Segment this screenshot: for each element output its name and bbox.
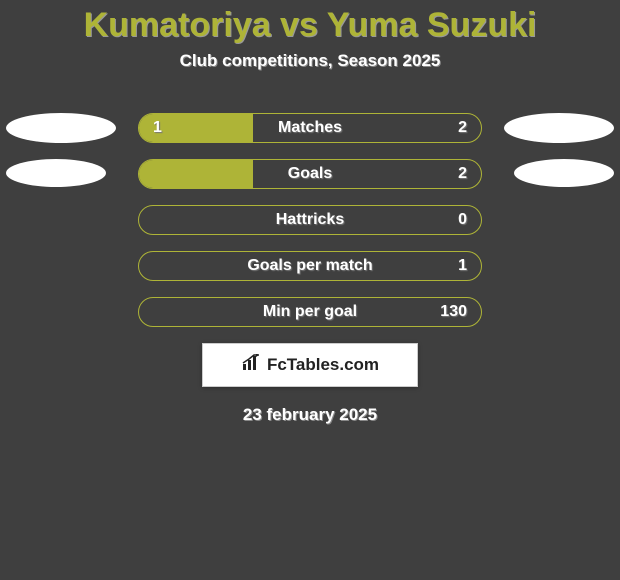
brand-text: FcTables.com (267, 355, 379, 375)
bar-chart-icon (241, 354, 263, 377)
team-logo-left-2 (6, 159, 106, 187)
bar-label: Min per goal (139, 303, 481, 321)
bar-left-fill (139, 114, 253, 142)
comparison-infographic: Kumatoriya vs Yuma Suzuki Club competiti… (0, 0, 620, 580)
bar-label: Hattricks (139, 211, 481, 229)
bar-right-value: 2 (458, 119, 467, 137)
brand-watermark: FcTables.com (202, 343, 418, 387)
team-logo-right-1 (504, 113, 614, 143)
bar-right-value: 1 (458, 257, 467, 275)
bars-container: 1 Matches 2 Goals 2 Hattricks 0 Goals pe… (138, 113, 482, 327)
chart-area: 1 Matches 2 Goals 2 Hattricks 0 Goals pe… (0, 113, 620, 425)
team-logo-right-2 (514, 159, 614, 187)
bar-left-fill (139, 160, 253, 188)
page-title: Kumatoriya vs Yuma Suzuki (0, 0, 620, 45)
team-logo-left-1 (6, 113, 116, 143)
bar-row-hattricks: Hattricks 0 (138, 205, 482, 235)
bar-row-goals: Goals 2 (138, 159, 482, 189)
bar-row-min-per-goal: Min per goal 130 (138, 297, 482, 327)
bar-row-matches: 1 Matches 2 (138, 113, 482, 143)
bar-right-value: 2 (458, 165, 467, 183)
bar-row-goals-per-match: Goals per match 1 (138, 251, 482, 281)
bar-label: Goals per match (139, 257, 481, 275)
footer-date: 23 february 2025 (0, 405, 620, 425)
bar-right-value: 0 (458, 211, 467, 229)
bar-right-value: 130 (440, 303, 467, 321)
page-subtitle: Club competitions, Season 2025 (0, 51, 620, 71)
